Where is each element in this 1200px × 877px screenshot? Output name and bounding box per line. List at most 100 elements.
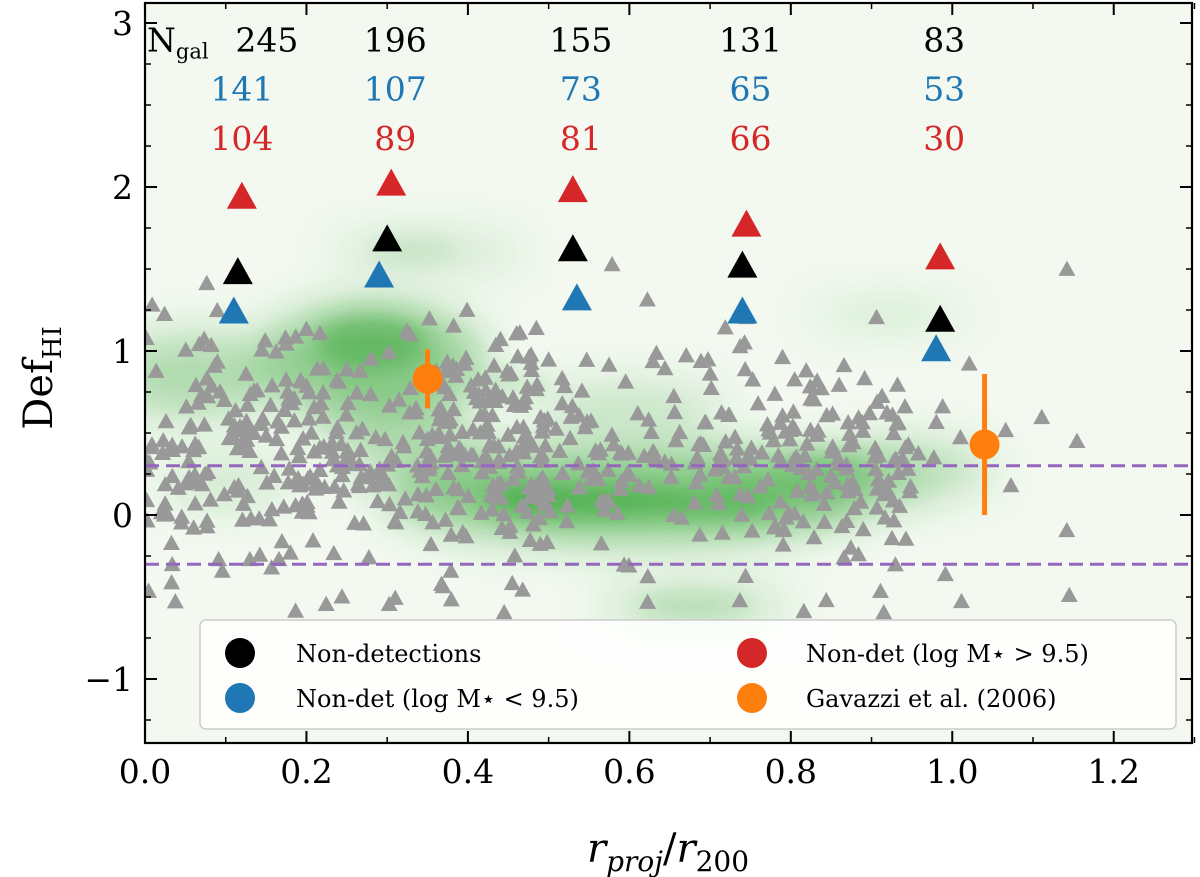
background-point bbox=[708, 486, 726, 502]
background-point bbox=[420, 310, 438, 326]
background-point bbox=[453, 423, 471, 439]
background-point bbox=[809, 422, 827, 438]
ngal-count: 245 bbox=[235, 20, 298, 59]
background-point bbox=[487, 381, 505, 397]
background-point bbox=[177, 341, 195, 357]
background-point bbox=[951, 428, 969, 445]
background-point bbox=[644, 352, 662, 369]
background-point bbox=[304, 532, 322, 548]
background-point bbox=[294, 430, 312, 446]
series-0 bbox=[222, 224, 956, 332]
ngal-count: 83 bbox=[923, 20, 965, 59]
background-point bbox=[395, 438, 413, 454]
background-point bbox=[242, 510, 260, 526]
background-point bbox=[189, 394, 207, 410]
background-point bbox=[157, 412, 175, 429]
background-point bbox=[869, 470, 887, 487]
background-point bbox=[686, 494, 704, 510]
legend-box bbox=[199, 619, 1177, 730]
ngal-count: 81 bbox=[560, 119, 602, 158]
background-point bbox=[833, 517, 851, 534]
x-tick-label: 0.8 bbox=[765, 752, 817, 791]
background-point bbox=[235, 431, 253, 447]
background-point bbox=[883, 406, 901, 422]
x-axis-label-main-sub: proj bbox=[606, 845, 663, 877]
background-point bbox=[445, 317, 463, 333]
background-point bbox=[952, 592, 970, 609]
background-point bbox=[163, 467, 181, 484]
background-point bbox=[503, 574, 521, 591]
data-point bbox=[226, 181, 257, 209]
background-point bbox=[702, 379, 720, 395]
background-point bbox=[867, 460, 885, 477]
background-point bbox=[333, 588, 351, 604]
y-tick-label: 0 bbox=[112, 496, 133, 535]
background-point bbox=[239, 396, 257, 412]
background-point bbox=[868, 393, 886, 409]
background-point bbox=[257, 427, 275, 443]
background-point bbox=[501, 523, 519, 539]
background-point bbox=[897, 530, 915, 546]
background-point bbox=[824, 438, 842, 454]
background-point bbox=[805, 391, 823, 407]
background-point bbox=[578, 351, 596, 367]
background-point bbox=[520, 348, 538, 364]
background-point bbox=[733, 506, 751, 522]
background-point bbox=[372, 469, 390, 485]
background-point bbox=[899, 460, 917, 476]
background-point bbox=[442, 591, 460, 607]
background-point bbox=[589, 470, 607, 487]
background-point bbox=[875, 603, 893, 620]
background-point bbox=[547, 420, 565, 436]
background-point bbox=[504, 389, 522, 405]
background-point bbox=[147, 362, 165, 378]
background-point bbox=[444, 445, 462, 461]
ngal-count: 196 bbox=[364, 20, 427, 59]
ngal-count: 141 bbox=[210, 70, 273, 109]
background-point bbox=[314, 408, 332, 424]
background-point bbox=[442, 562, 460, 578]
background-point bbox=[642, 423, 660, 440]
background-point bbox=[830, 376, 848, 392]
background-point bbox=[410, 424, 428, 440]
ngal-label: Ngal bbox=[147, 20, 209, 63]
background-point bbox=[840, 437, 858, 453]
series-layer bbox=[218, 168, 1000, 515]
background-point bbox=[362, 385, 380, 402]
background-point bbox=[169, 479, 187, 495]
y-tick-label: 2 bbox=[112, 168, 133, 207]
background-point bbox=[367, 428, 385, 445]
data-point bbox=[218, 296, 249, 324]
background-point bbox=[401, 379, 419, 395]
background-point bbox=[561, 429, 579, 446]
background-point bbox=[553, 395, 571, 411]
background-point bbox=[1068, 432, 1086, 448]
y-tick-label: −1 bbox=[84, 660, 133, 699]
background-point bbox=[449, 499, 467, 515]
density-blob bbox=[314, 314, 428, 371]
background-point bbox=[579, 463, 597, 479]
background-point bbox=[156, 495, 174, 511]
background-point bbox=[587, 442, 605, 458]
x-axis-label-denom: r bbox=[676, 826, 698, 872]
background-point bbox=[774, 407, 792, 423]
background-point bbox=[280, 460, 298, 476]
background-point bbox=[195, 330, 213, 346]
background-point bbox=[436, 378, 454, 395]
background-point bbox=[818, 483, 836, 500]
background-point bbox=[1002, 476, 1020, 493]
background-point bbox=[281, 544, 299, 560]
background-point bbox=[297, 320, 315, 336]
background-point bbox=[245, 424, 263, 441]
background-point bbox=[886, 556, 904, 572]
background-point bbox=[784, 403, 802, 419]
background-point bbox=[172, 514, 190, 530]
background-point bbox=[485, 357, 503, 373]
background-point bbox=[726, 468, 744, 485]
x-tick-label: 1.0 bbox=[926, 752, 978, 791]
background-point bbox=[639, 593, 657, 609]
background-point bbox=[533, 452, 551, 468]
background-point bbox=[187, 438, 205, 455]
background-point bbox=[323, 443, 341, 459]
background-point bbox=[817, 591, 835, 608]
